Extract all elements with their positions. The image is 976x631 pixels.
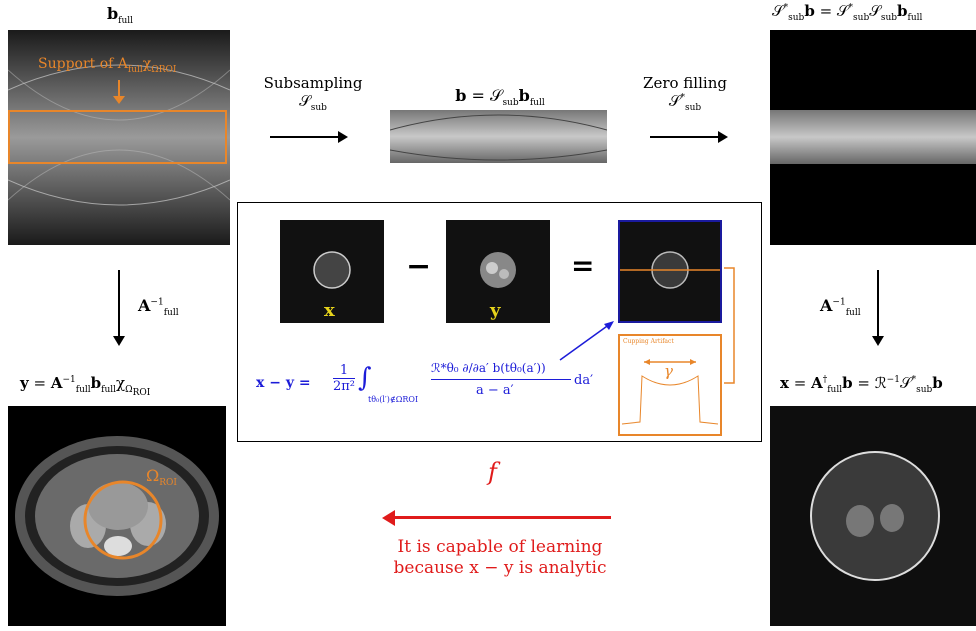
gamma-label: γ (664, 362, 673, 380)
y-formula: y = A−1fullbfullχΩROI (20, 374, 151, 398)
red-arrow-line (393, 516, 611, 519)
formula-lhs: x − y = (256, 375, 311, 391)
subsampling-arrowhead (338, 131, 348, 143)
zero-filling-arrow (650, 136, 720, 138)
red-arrowhead (382, 510, 395, 526)
a-inv-right-label: A−1full (820, 296, 861, 319)
panel-x-label: x (324, 300, 335, 321)
zero-filling-label: Zero filling 𝒮*sub (643, 74, 727, 113)
full-sinogram-image: Support of AfullχΩROI (8, 30, 230, 245)
subsampled-sinogram-image (390, 110, 607, 163)
profile-connector (724, 267, 735, 384)
zero-filling-arrowhead (718, 131, 728, 143)
f-label: f (488, 458, 497, 486)
learning-line2: because x − y is analytic (393, 558, 607, 578)
blue-arrow (559, 321, 614, 361)
b-eq-label: b = 𝒮subbfull (455, 86, 545, 109)
cupping-plot: Cupping Artifact γ (618, 334, 722, 436)
right-down-arrow (877, 270, 879, 338)
formula-frac: 1 2π² (332, 363, 356, 394)
analytic-formula: x − y = 1 2π² ∫ tθ₀(l′)∉ΩROI ℛ*θ₀ ∂/∂a′ … (256, 361, 606, 423)
x-formula: x = A†fullb = ℛ−1𝒮*subb (780, 374, 943, 395)
panel-y-label: y (490, 300, 501, 321)
center-panel: x − y = Cupping Artifact γ x − y = 1 (237, 202, 762, 442)
support-label: Support of AfullχΩROI (38, 56, 177, 75)
left-down-arrowhead (113, 336, 125, 346)
b-full-label: bfull (106, 4, 134, 27)
panel-y-image: y (446, 220, 550, 323)
learning-line1: It is capable of learning (397, 537, 603, 557)
formula-integral: ∫ (358, 363, 372, 393)
minus-sign: − (406, 249, 432, 284)
subsampling-label: Subsampling 𝒮sub (263, 74, 363, 113)
equals-sign: = (571, 249, 595, 282)
right-down-arrowhead (872, 336, 884, 346)
omega-roi-label: ΩROI (146, 466, 177, 489)
formula-bar (431, 379, 571, 380)
formula-den: a − a′ (476, 383, 514, 398)
panel-diff-image (618, 220, 722, 323)
formula-da: da′ (574, 373, 594, 388)
learning-caption: It is capable of learning because x − y … (330, 537, 670, 579)
left-down-arrow (118, 270, 120, 338)
zero-filled-sinogram-image (770, 30, 976, 245)
formula-num: ℛ*θ₀ ∂/∂a′ b(tθ₀(a′)) (431, 361, 546, 375)
cupping-title: Cupping Artifact (623, 338, 674, 345)
ct-image-right (770, 406, 976, 626)
formula-int-sub: tθ₀(l′)∉ΩROI (368, 395, 419, 404)
a-inv-left-label: A−1full (138, 296, 179, 319)
subsampling-arrow (270, 136, 340, 138)
top-right-formula: 𝒮*subb = 𝒮*sub𝒮subbfull (772, 2, 923, 23)
ct-image-left: ΩROI (8, 406, 226, 626)
panel-x-image: x (280, 220, 384, 323)
